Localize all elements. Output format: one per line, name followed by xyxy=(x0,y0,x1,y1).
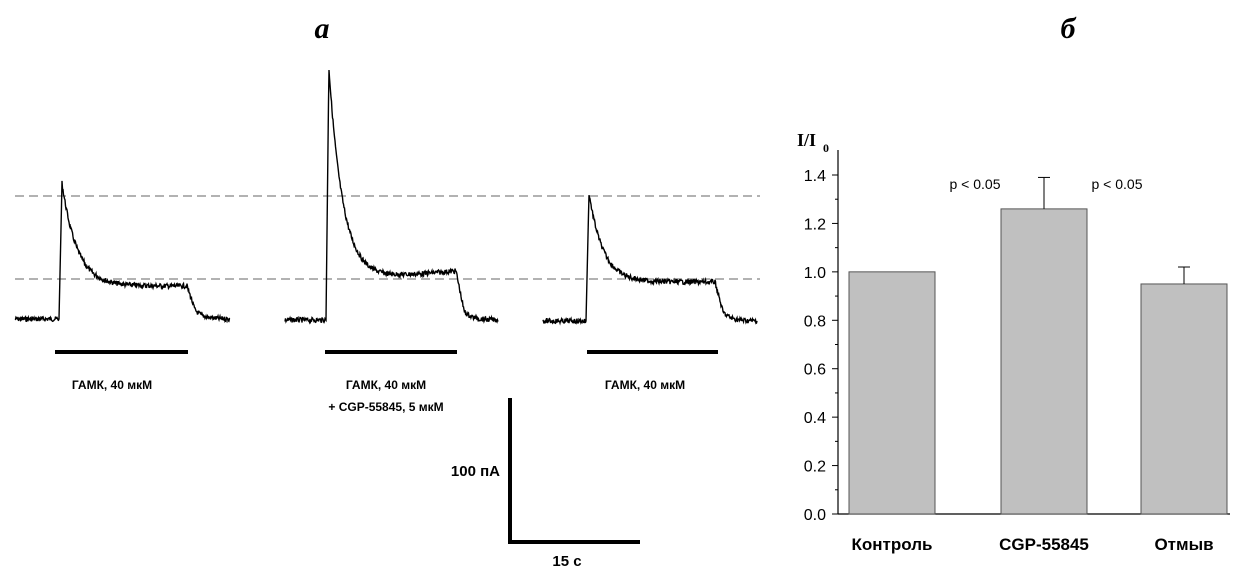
y-tick-label: 1.0 xyxy=(804,265,826,282)
current-traces xyxy=(14,69,758,326)
scale-bar-current-label: 100 пА xyxy=(451,463,500,480)
category-label-3: Отмыв xyxy=(1154,535,1213,554)
panel-a-letter: а xyxy=(315,12,330,45)
bar-1 xyxy=(848,271,936,515)
y-tick-label: 0.6 xyxy=(804,362,826,379)
application-label-2-line2: + CGP-55845, 5 мкМ xyxy=(328,400,443,414)
scale-bar xyxy=(508,398,640,544)
panel-b-letter: б xyxy=(1061,12,1077,45)
application-label-1: ГАМК, 40 мкМ xyxy=(72,378,152,392)
scale-bar-time-label: 15 с xyxy=(552,553,581,570)
application-label-2: ГАМК, 40 мкМ xyxy=(346,378,426,392)
bar-chart: I/I 0 0.0 0.2 0.4 0.6 0.8 1.0 1.2 1.4 Контроль CG… xyxy=(797,130,1230,554)
y-axis-label-subscript: 0 xyxy=(823,141,829,155)
y-tick-label: 0.0 xyxy=(804,507,826,524)
y-tick-label: 1.2 xyxy=(804,216,826,233)
current-trace-3 xyxy=(542,195,758,326)
bar-3 xyxy=(1140,283,1228,515)
y-axis-label: I/I xyxy=(797,130,816,150)
y-tick-label: 1.4 xyxy=(804,168,826,185)
bar-2 xyxy=(1000,208,1088,515)
category-label-1: Контроль xyxy=(852,535,933,554)
significance-annotation-1: p < 0.05 xyxy=(950,176,1001,192)
application-label-3: ГАМК, 40 мкМ xyxy=(605,378,685,392)
y-tick-label: 0.8 xyxy=(804,313,826,330)
current-trace-1 xyxy=(14,180,231,324)
category-label-2: CGP-55845 xyxy=(999,535,1089,554)
y-tick-label: 0.4 xyxy=(804,410,826,427)
significance-annotation-2: p < 0.05 xyxy=(1092,176,1143,192)
current-trace-2 xyxy=(284,69,499,325)
y-tick-label: 0.2 xyxy=(804,459,826,476)
